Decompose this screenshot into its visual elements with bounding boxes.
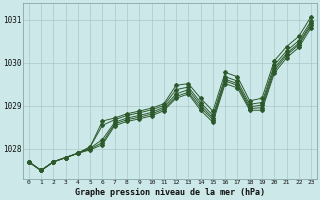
X-axis label: Graphe pression niveau de la mer (hPa): Graphe pression niveau de la mer (hPa) [75, 188, 265, 197]
